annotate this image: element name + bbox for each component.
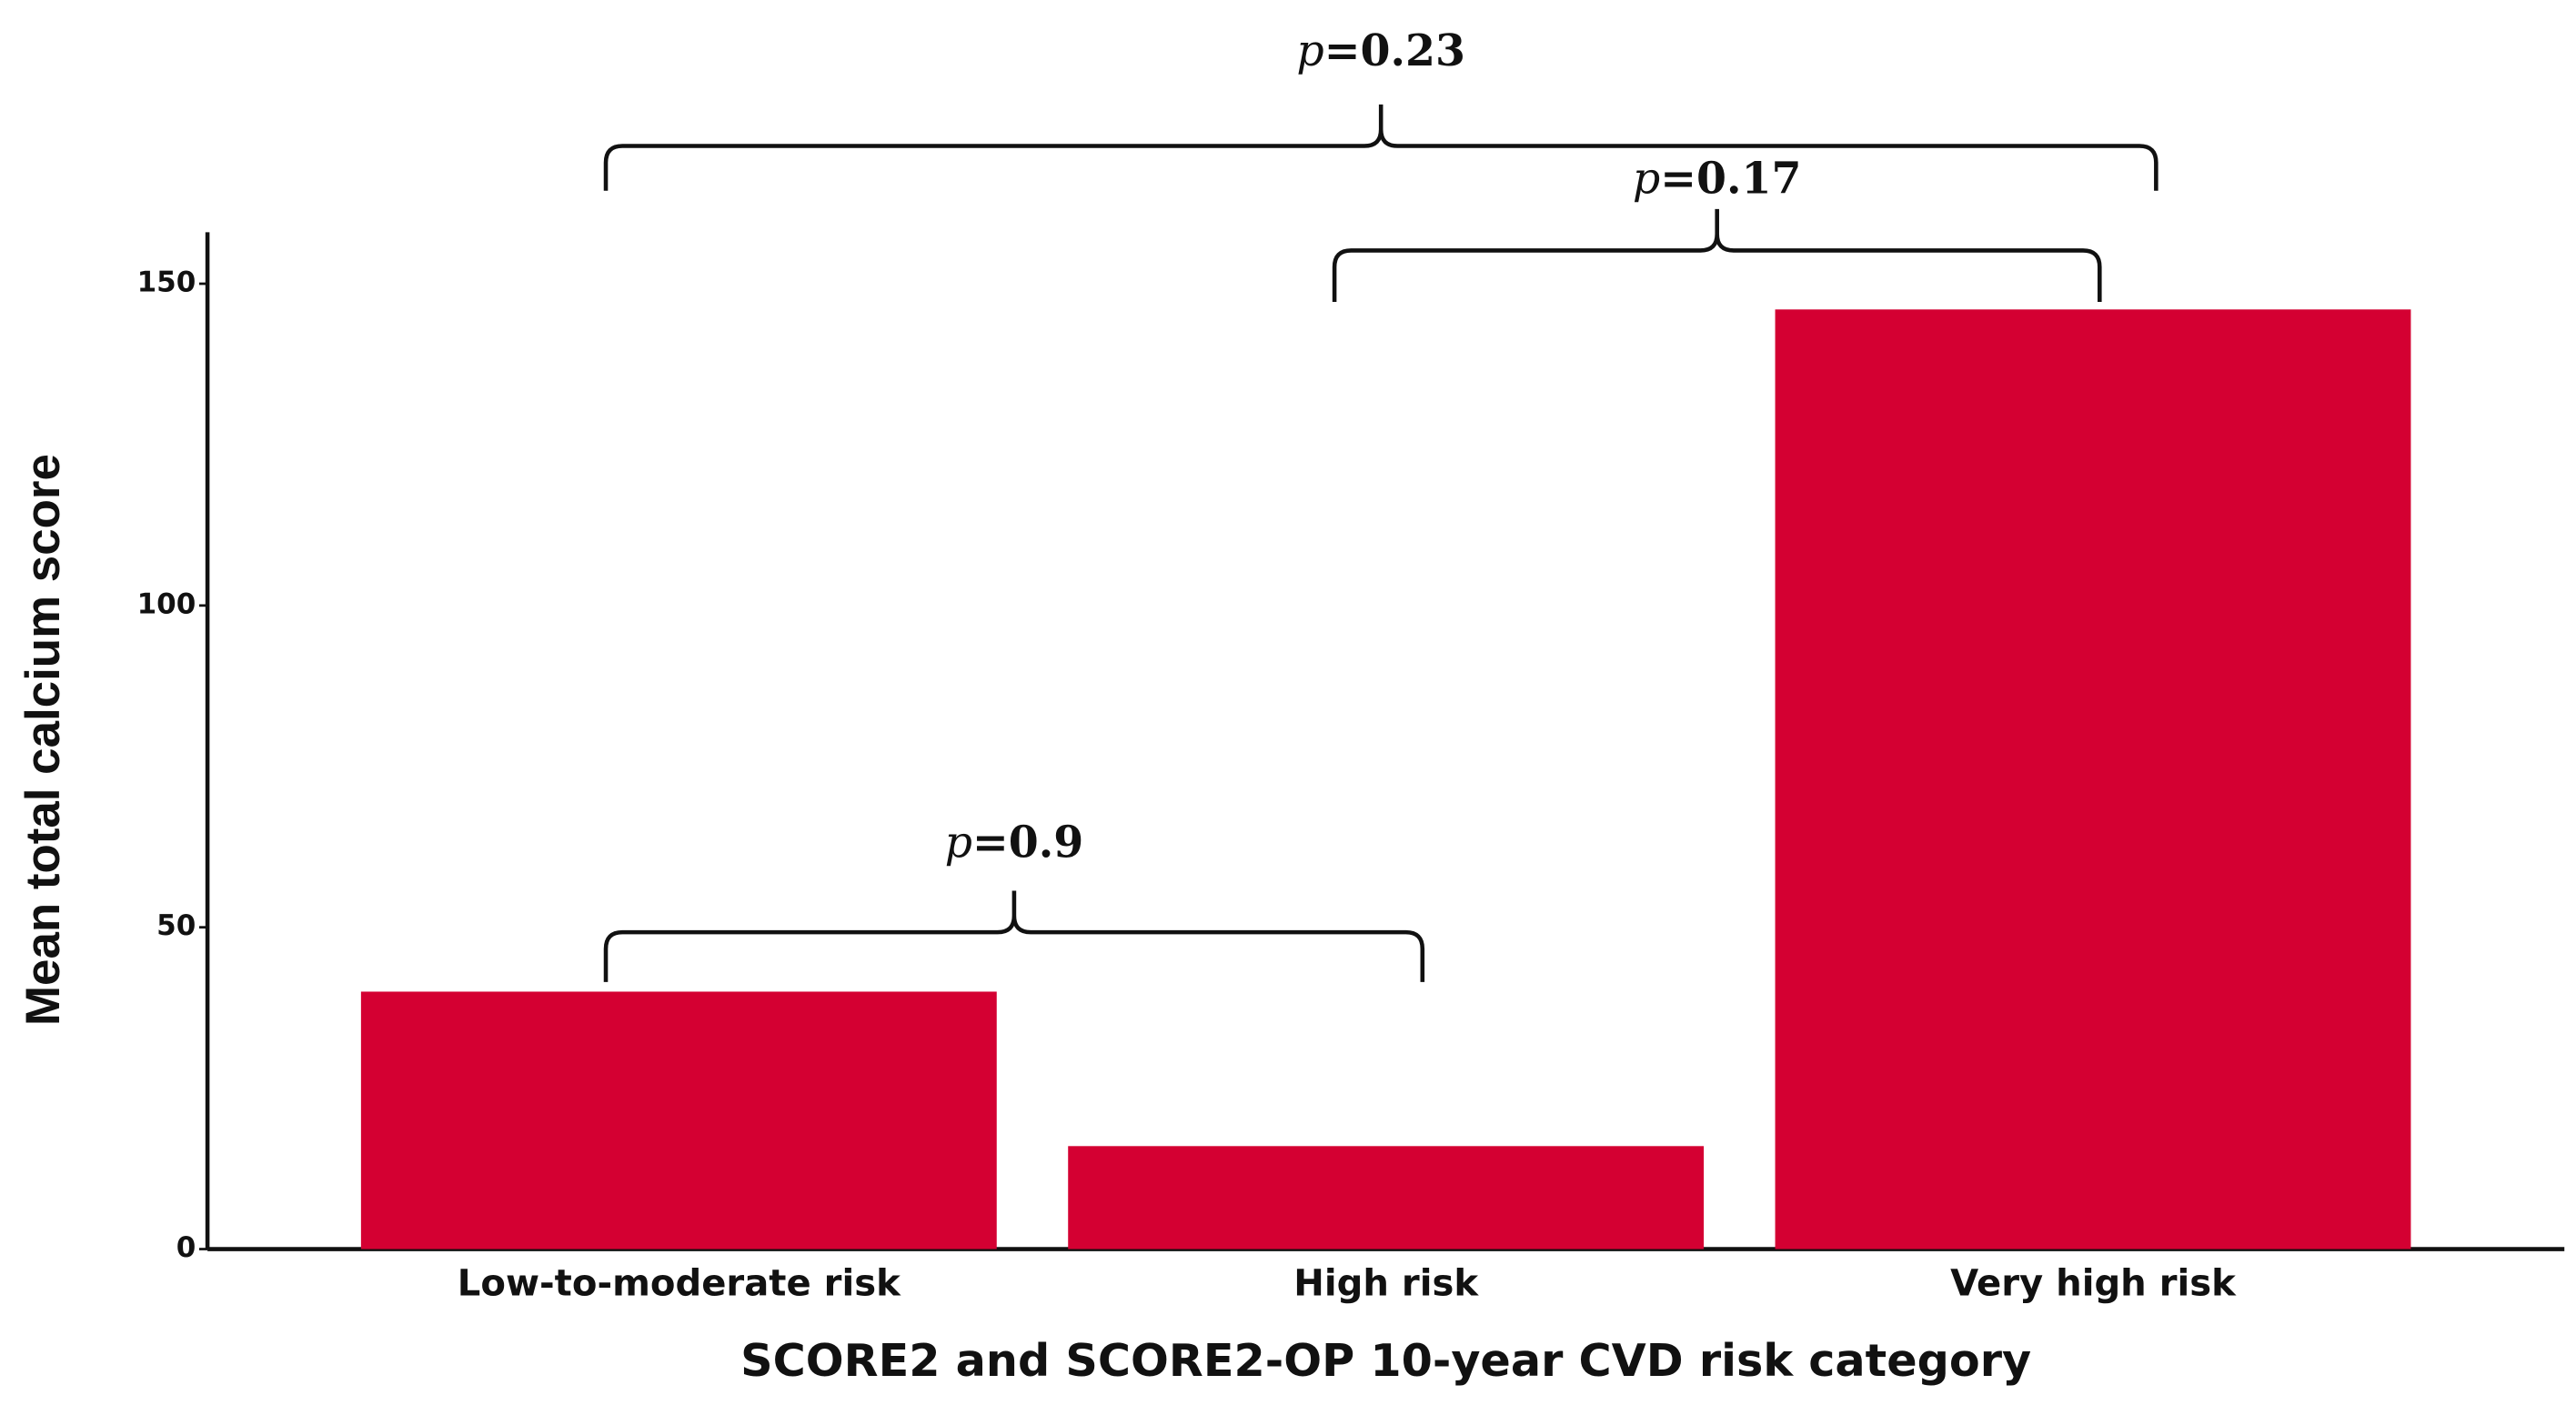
x-axis-label: SCORE2 and SCORE2-OP 10-year CVD risk ca… — [740, 1334, 2031, 1387]
p-value-label: p=0.17 — [1633, 154, 1802, 205]
bar — [360, 991, 997, 1249]
x-tick-label: Very high risk — [1950, 1263, 2237, 1305]
x-tick-label: Low-to-moderate risk — [458, 1263, 901, 1305]
bar — [1068, 1146, 1705, 1249]
p-value-label: p=0.9 — [945, 817, 1084, 868]
y-tick-label: 150 — [137, 266, 196, 298]
significance-bracket — [603, 890, 1425, 982]
y-tick-label: 100 — [137, 587, 196, 620]
significance-bracket — [1332, 208, 2102, 302]
significance-bracket — [603, 104, 2158, 191]
bar — [1775, 309, 2411, 1249]
x-tick-label: High risk — [1293, 1263, 1479, 1305]
p-value-label: p=0.23 — [1296, 25, 1465, 76]
y-axis-label: Mean total calcium score — [16, 454, 70, 1026]
y-tick-label: 0 — [176, 1231, 196, 1264]
y-tick-label: 50 — [156, 909, 196, 942]
